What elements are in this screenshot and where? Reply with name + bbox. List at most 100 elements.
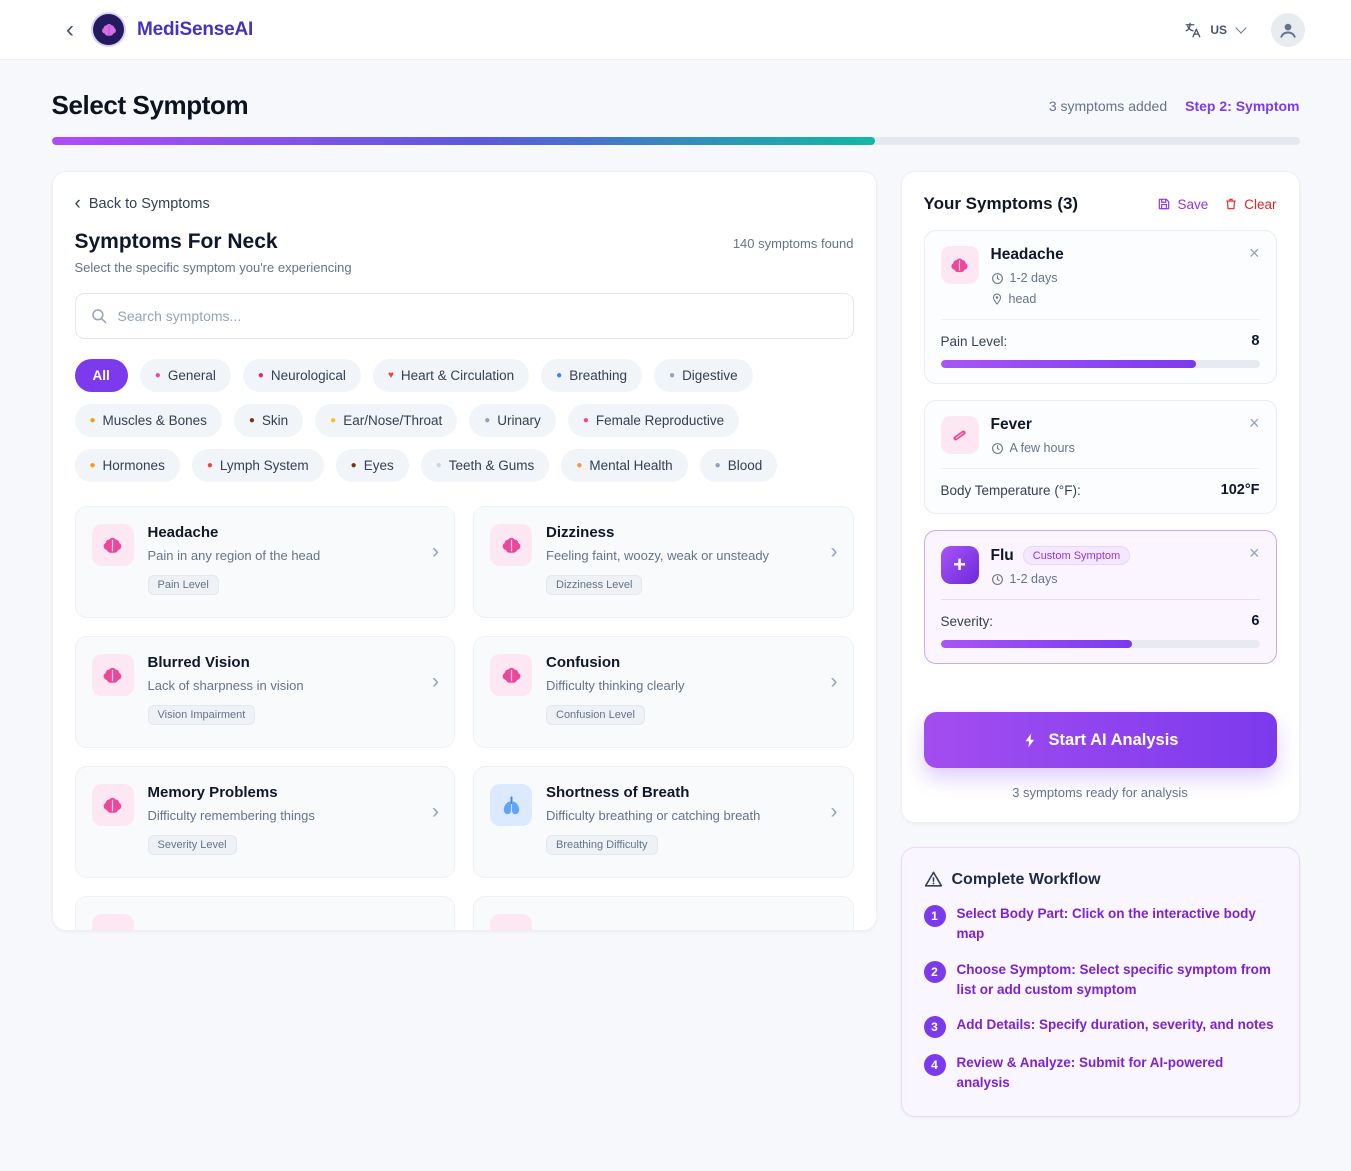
category-chip[interactable]: ● Muscles & Bones bbox=[74, 404, 222, 437]
metric-label: Pain Level: bbox=[940, 333, 1008, 349]
entry-name-row: Headache bbox=[991, 246, 1064, 264]
severity-fill bbox=[940, 360, 1196, 368]
entry-name: Fever bbox=[990, 416, 1032, 433]
symptom-card[interactable]: Confusion Difficulty thinking clearly Co… bbox=[473, 636, 854, 748]
panel-title-row: Symptoms For Neck 140 symptoms found bbox=[75, 230, 854, 254]
symptom-tag: Pain Level bbox=[147, 574, 219, 595]
symptom-tag: Dizziness Level bbox=[546, 574, 643, 595]
category-icon: ● bbox=[669, 369, 676, 381]
app-logo[interactable] bbox=[93, 14, 124, 45]
symptom-card-body: Shortness of Breath Difficulty breathing… bbox=[546, 784, 760, 860]
step-text: Add Details: Specify duration, severity,… bbox=[956, 1017, 1274, 1032]
back-icon[interactable]: ‹ bbox=[66, 15, 74, 43]
symptom-card-partial[interactable] bbox=[74, 896, 455, 930]
category-filters: All ● General ● Neurological ♥ Hear bbox=[74, 359, 854, 482]
category-chip[interactable]: ● Eyes bbox=[335, 449, 409, 482]
symptom-tag: Vision Impairment bbox=[147, 704, 256, 725]
symptom-card-partial[interactable] bbox=[473, 896, 854, 930]
step-number: 2 bbox=[923, 960, 946, 983]
your-symptoms-title: Your Symptoms (3) bbox=[923, 194, 1079, 213]
workflow-header: Complete Workflow bbox=[924, 870, 1277, 889]
symptom-icon bbox=[490, 914, 532, 930]
category-icon: ● bbox=[714, 459, 721, 471]
category-chip[interactable]: ● Breathing bbox=[541, 359, 643, 392]
back-link-label: Back to Symptoms bbox=[88, 195, 210, 212]
category-label: Heart & Circulation bbox=[400, 368, 515, 383]
step-number: 4 bbox=[923, 1054, 946, 1076]
category-chip[interactable]: ● Neurological bbox=[242, 359, 361, 392]
close-icon[interactable]: × bbox=[1248, 243, 1260, 263]
results-count: 140 symptoms found bbox=[732, 236, 854, 251]
clear-button[interactable]: Clear bbox=[1224, 197, 1277, 212]
chevron-down-icon[interactable] bbox=[1235, 22, 1247, 34]
symptoms-added-count: 3 symptoms added bbox=[1048, 97, 1168, 114]
save-label: Save bbox=[1177, 196, 1209, 212]
category-chip[interactable]: ● Skin bbox=[233, 404, 304, 437]
translate-icon[interactable] bbox=[1184, 21, 1202, 39]
workflow-panel: Complete Workflow 1 Select Body Part: Cl… bbox=[900, 847, 1300, 1117]
plus-icon: + bbox=[953, 552, 966, 577]
category-chip[interactable]: ● Ear/Nose/Throat bbox=[315, 404, 458, 437]
person-icon bbox=[1280, 23, 1296, 38]
chevron-left-icon: ‹ bbox=[74, 193, 81, 214]
category-icon: ● bbox=[556, 369, 563, 381]
category-chip[interactable]: ● Teeth & Gums bbox=[420, 449, 550, 482]
metric-label: Body Temperature (°F): bbox=[940, 482, 1081, 498]
symptom-card[interactable]: Shortness of Breath Difficulty breathing… bbox=[473, 766, 854, 878]
back-to-symptoms-link[interactable]: ‹ Back to Symptoms bbox=[75, 194, 210, 213]
metric-value: 8 bbox=[1251, 333, 1260, 349]
symptom-card[interactable]: Headache Pain in any region of the head … bbox=[74, 506, 455, 618]
entry-name-row: Flu Custom Symptom bbox=[991, 546, 1131, 565]
severity-fill bbox=[940, 640, 1132, 648]
close-icon[interactable]: × bbox=[1248, 413, 1260, 433]
category-icon: ● bbox=[582, 414, 589, 426]
your-symptoms-header: Your Symptoms (3) Save Clear bbox=[924, 194, 1277, 214]
symptom-title: Memory Problems bbox=[147, 784, 278, 801]
category-chip[interactable]: All bbox=[74, 359, 128, 392]
symptom-card[interactable]: Memory Problems Difficulty remembering t… bbox=[74, 766, 455, 878]
symptom-description: Lack of sharpness in vision bbox=[147, 678, 304, 693]
category-chip[interactable]: ● Blood bbox=[699, 449, 778, 482]
severity-slider[interactable] bbox=[940, 360, 1260, 368]
category-label: Hormones bbox=[102, 458, 165, 473]
close-icon[interactable]: × bbox=[1248, 543, 1260, 563]
symptom-icon bbox=[91, 784, 134, 826]
category-icon: ● bbox=[350, 459, 357, 471]
symptom-icon bbox=[490, 784, 532, 826]
severity-slider[interactable] bbox=[940, 640, 1260, 648]
category-chip[interactable]: ♥ Heart & Circulation bbox=[372, 359, 530, 392]
category-chip[interactable]: ● Hormones bbox=[74, 449, 180, 482]
symptom-tag: Breathing Difficulty bbox=[546, 834, 658, 855]
category-chip[interactable]: ● Urinary bbox=[469, 404, 556, 437]
user-avatar[interactable] bbox=[1271, 12, 1305, 47]
language-code[interactable]: US bbox=[1210, 22, 1227, 37]
category-label: Neurological bbox=[270, 368, 346, 383]
category-icon: ● bbox=[154, 369, 161, 381]
entry-header: + Flu Custom Symptom 1-2 days bbox=[940, 543, 1260, 586]
workflow-step: 3 Add Details: Specify duration, severit… bbox=[923, 1015, 1277, 1038]
symptom-entry: Headache 1-2 days head bbox=[923, 230, 1277, 384]
start-analysis-button[interactable]: Start AI Analysis bbox=[923, 712, 1277, 768]
category-icon: ● bbox=[89, 414, 96, 426]
chevron-right-icon: › bbox=[432, 540, 439, 563]
category-chip[interactable]: ● Mental Health bbox=[561, 449, 688, 482]
category-chip[interactable]: ● Female Reproductive bbox=[567, 404, 740, 437]
category-chip[interactable]: ● Digestive bbox=[654, 359, 753, 392]
save-button[interactable]: Save bbox=[1157, 197, 1208, 212]
category-icon: ● bbox=[435, 459, 442, 471]
symptom-card-body: Memory Problems Difficulty remembering t… bbox=[147, 784, 315, 860]
symptom-description: Difficulty remembering things bbox=[147, 808, 315, 823]
location-text: head bbox=[1008, 292, 1037, 306]
page-header: Select Symptom 3 symptoms added Step 2: … bbox=[52, 90, 1300, 121]
category-label: Skin bbox=[261, 413, 289, 428]
category-chip[interactable]: ● General bbox=[139, 359, 231, 392]
search-input[interactable] bbox=[117, 308, 839, 324]
search-box[interactable] bbox=[74, 293, 854, 339]
category-label: Female Reproductive bbox=[595, 413, 725, 428]
symptom-card[interactable]: Blurred Vision Lack of sharpness in visi… bbox=[74, 636, 455, 748]
page-title: Select Symptom bbox=[51, 90, 249, 120]
symptom-card[interactable]: Dizziness Feeling faint, woozy, weak or … bbox=[473, 506, 854, 618]
symptom-description: Difficulty thinking clearly bbox=[546, 678, 685, 693]
entry-duration: 1-2 days bbox=[991, 572, 1131, 586]
category-chip[interactable]: ● Lymph System bbox=[191, 449, 324, 482]
